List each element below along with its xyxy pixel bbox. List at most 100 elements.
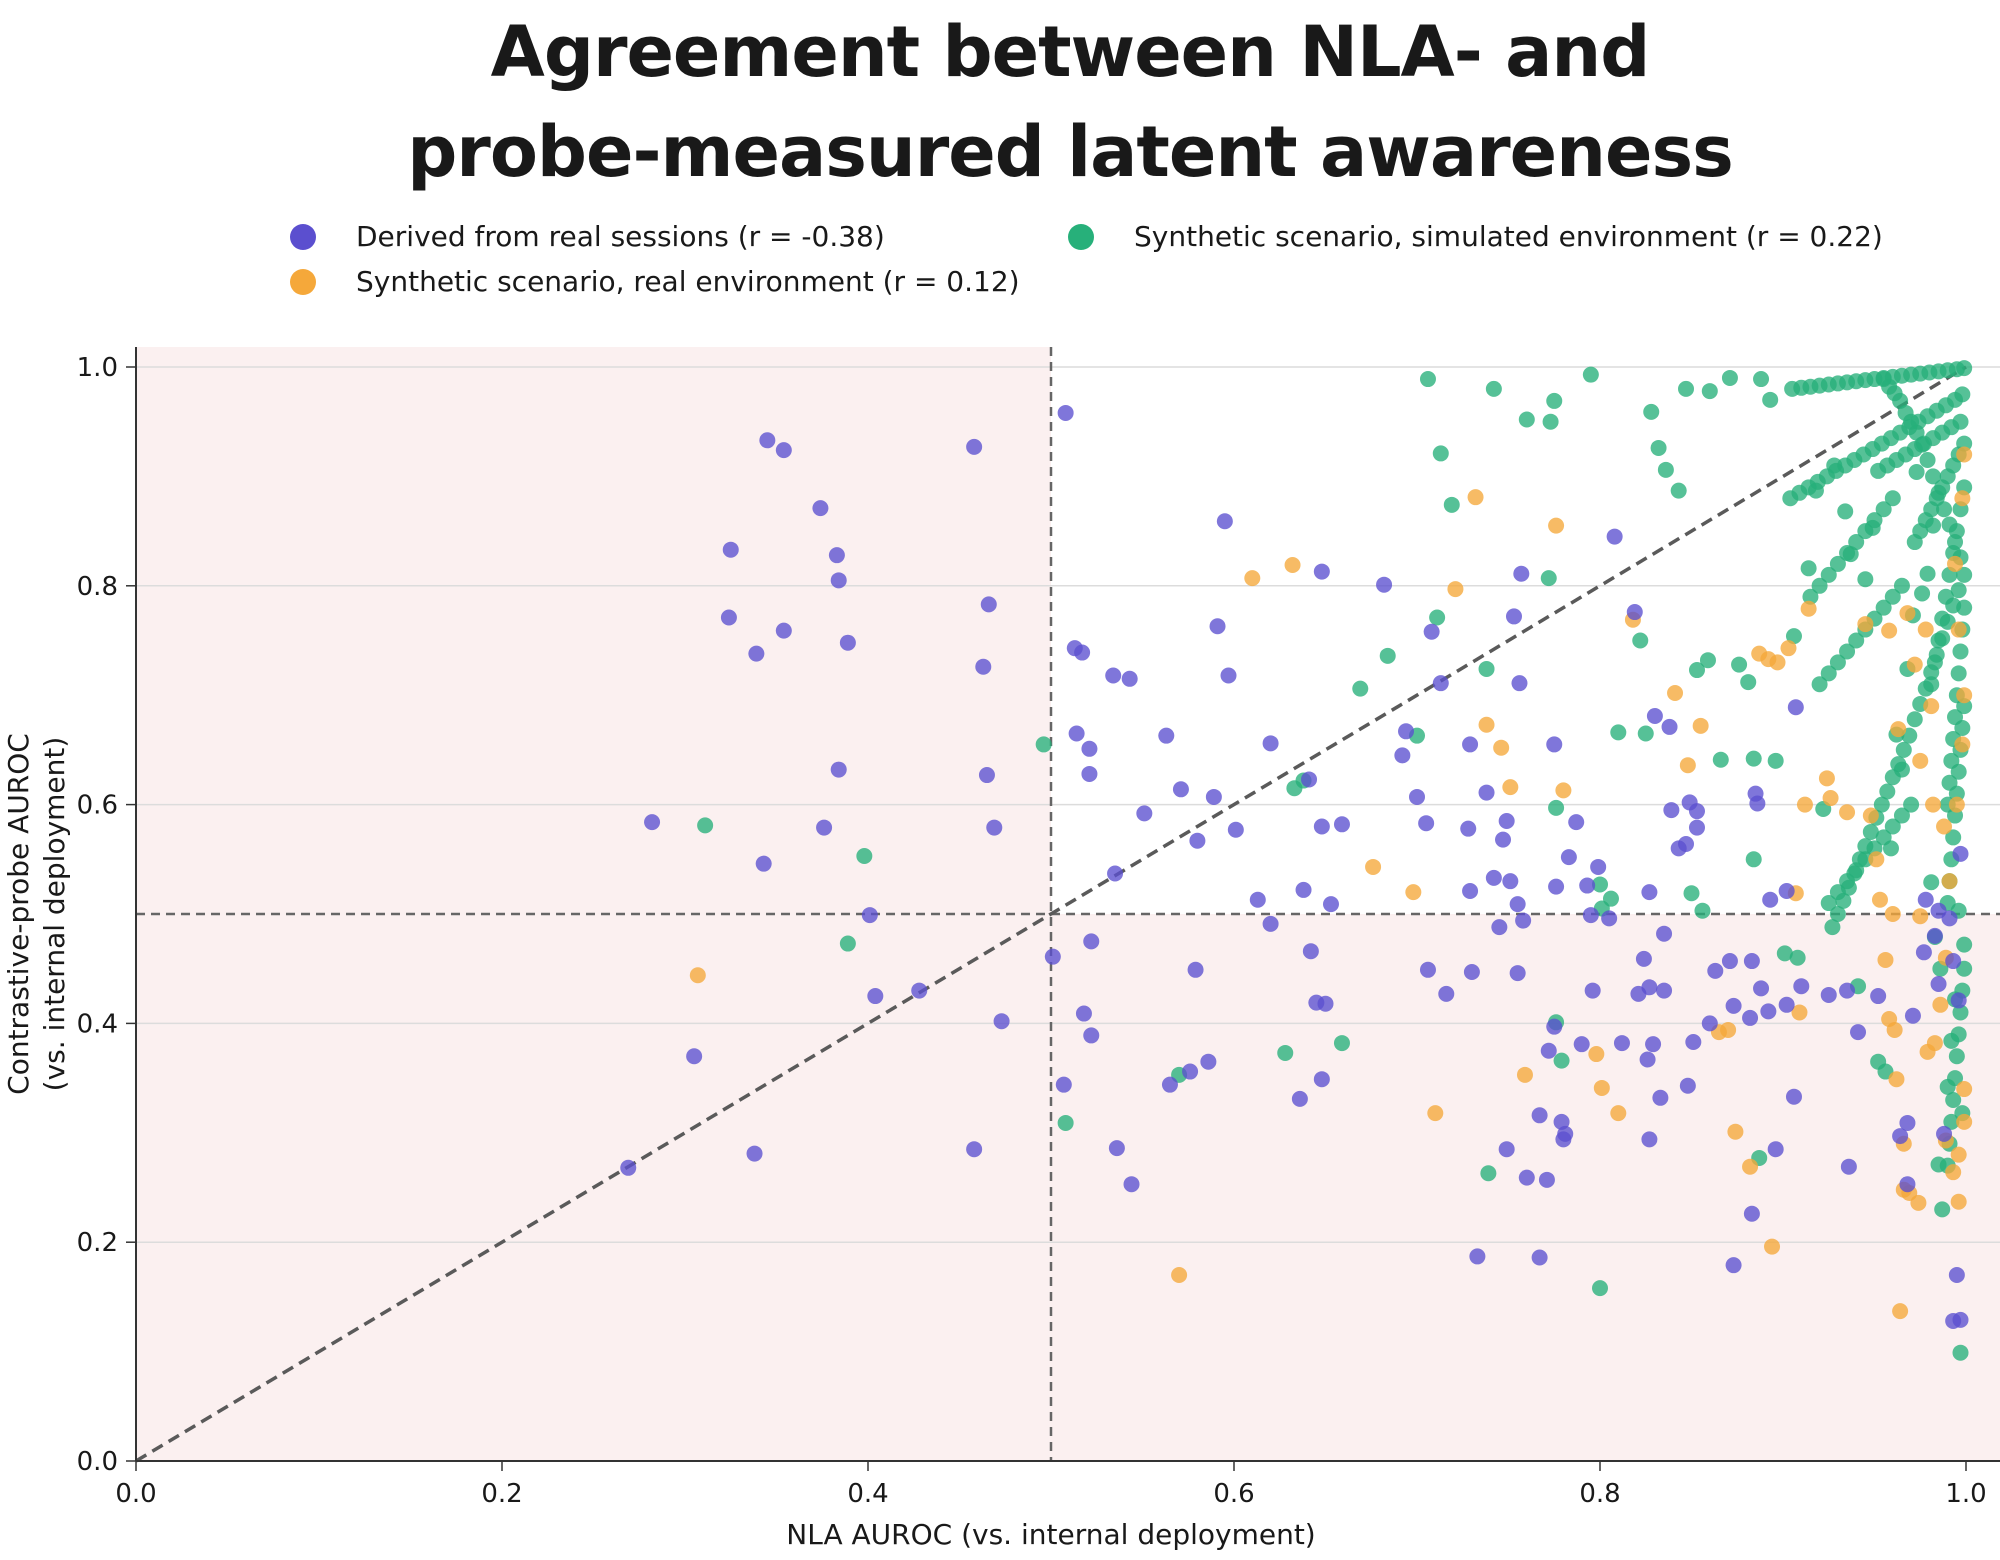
data-point: [1820, 665, 1837, 682]
data-point: [1829, 555, 1846, 572]
data-point: [1216, 513, 1233, 530]
legend-label-real-sessions: Derived from real sessions (r = -0.38): [356, 220, 885, 253]
data-point: [1769, 654, 1786, 671]
data-point: [1546, 736, 1563, 753]
data-point: [1934, 1201, 1951, 1218]
data-point: [1731, 656, 1748, 673]
data-point: [1107, 865, 1124, 882]
data-point: [1423, 623, 1440, 640]
legend-marker-synthetic-real-env: [290, 268, 316, 295]
data-point: [1820, 986, 1837, 1003]
data-point: [1839, 982, 1856, 999]
data-point: [1610, 724, 1627, 741]
data-point: [1767, 752, 1784, 769]
data-point: [1509, 896, 1526, 913]
data-point: [1249, 891, 1266, 908]
data-point: [746, 1145, 763, 1162]
data-point: [775, 622, 792, 639]
data-point: [1555, 782, 1572, 799]
data-point: [1189, 832, 1206, 849]
data-point: [1840, 1158, 1857, 1175]
data-point: [1954, 736, 1971, 753]
data-point: [1333, 816, 1350, 833]
data-point: [1937, 588, 1954, 605]
data-point: [1365, 858, 1382, 875]
data-point: [1681, 794, 1698, 811]
data-point: [1639, 1051, 1656, 1068]
data-point: [1948, 523, 1965, 540]
data-point: [1936, 1125, 1953, 1142]
data-point: [1511, 675, 1528, 692]
data-point: [1301, 771, 1318, 788]
data-point: [1161, 1076, 1178, 1093]
data-point: [1899, 605, 1916, 622]
data-point: [1848, 862, 1865, 879]
data-point: [1895, 741, 1912, 758]
data-point: [1584, 982, 1601, 999]
series-0: [620, 404, 1969, 1329]
data-point: [839, 634, 856, 651]
data-point: [1635, 950, 1652, 967]
data-point: [1925, 796, 1942, 813]
data-point: [1950, 1146, 1967, 1163]
data-point: [1791, 1004, 1808, 1021]
data-point: [775, 442, 792, 459]
data-point: [1884, 769, 1901, 786]
data-point: [1879, 783, 1896, 800]
data-point: [689, 967, 706, 984]
data-point: [1478, 784, 1495, 801]
data-point: [1588, 1046, 1605, 1063]
data-point: [1555, 1131, 1572, 1148]
data-point: [830, 761, 847, 778]
data-point: [1743, 953, 1760, 970]
data-point: [1136, 805, 1153, 822]
data-point: [1699, 652, 1716, 669]
data-point: [1945, 1164, 1962, 1181]
data-point: [1906, 656, 1923, 673]
data-point: [1679, 757, 1696, 774]
legend-marker-synthetic-sim-env: [1068, 223, 1094, 250]
data-point: [830, 572, 847, 589]
data-point: [911, 982, 928, 999]
data-point: [1419, 371, 1436, 388]
data-point: [1205, 788, 1222, 805]
data-point: [1930, 976, 1947, 993]
data-point: [1871, 891, 1888, 908]
data-point: [1590, 858, 1607, 875]
data-point: [1493, 739, 1510, 756]
data-point: [1950, 992, 1967, 1009]
data-point: [1418, 815, 1435, 832]
data-point: [1740, 674, 1757, 691]
y-tick-label: 0.2: [77, 1228, 118, 1258]
data-point: [686, 1048, 703, 1065]
data-point: [1886, 1021, 1903, 1038]
data-point: [1495, 831, 1512, 848]
data-point: [1839, 804, 1856, 821]
data-point: [1721, 953, 1738, 970]
data-point: [1873, 796, 1890, 813]
chart-legend: Derived from real sessions (r = -0.38) S…: [0, 0, 2000, 320]
x-tick-label: 0.4: [847, 1479, 888, 1509]
data-point: [1890, 756, 1907, 773]
data-point: [1379, 647, 1396, 664]
data-point: [697, 817, 714, 834]
data-point: [1322, 896, 1339, 913]
data-point: [1945, 1091, 1962, 1108]
data-point: [1044, 948, 1061, 965]
data-point: [1950, 665, 1967, 682]
data-point: [1513, 565, 1530, 582]
y-tick-label: 0.8: [77, 572, 118, 602]
data-point: [1678, 380, 1695, 397]
data-point: [1582, 366, 1599, 383]
data-point: [1540, 1042, 1557, 1059]
data-point: [1866, 512, 1883, 529]
data-point: [1262, 915, 1279, 932]
x-tick-label: 1.0: [1945, 1479, 1986, 1509]
data-point: [1546, 392, 1563, 409]
data-point: [1884, 490, 1901, 507]
data-point: [1904, 1007, 1921, 1024]
data-point: [1884, 818, 1901, 835]
data-point: [1630, 985, 1647, 1002]
axes: 0.0 0.2 0.4 0.6 0.8 1.0 0.0 0.2 0.4 0.6 0.8 1.0 NLA …: [2, 347, 2000, 1551]
data-point: [1667, 685, 1684, 702]
